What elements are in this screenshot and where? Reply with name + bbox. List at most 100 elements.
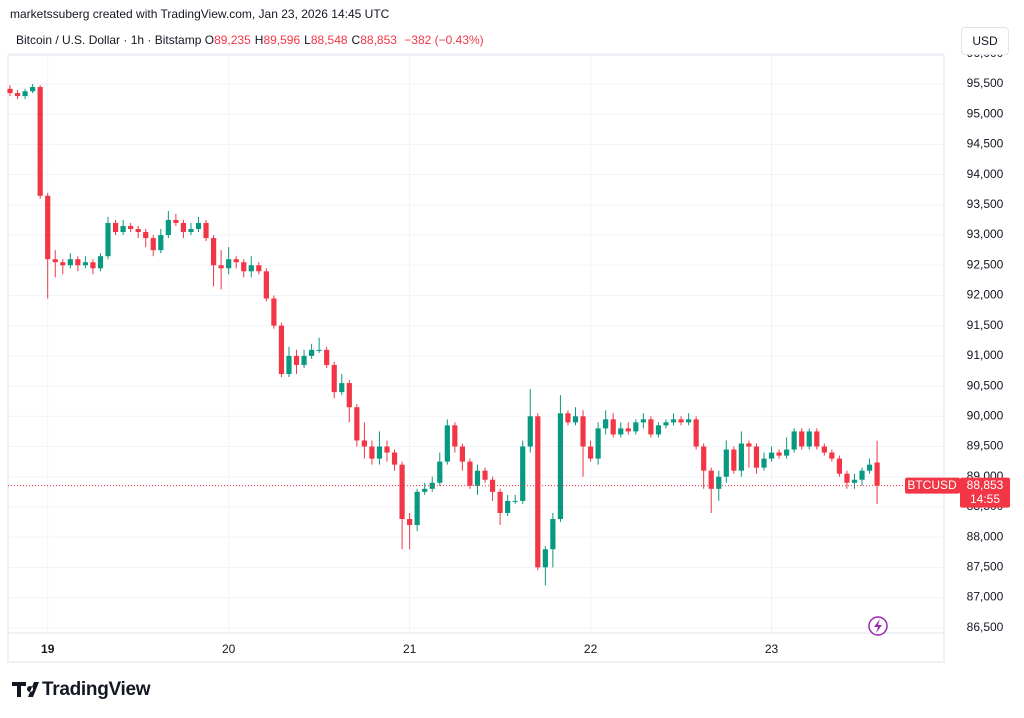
ohlc-value: 89,235	[214, 33, 251, 47]
symbol-line: Bitcoin / U.S. Dollar · 1h · Bitstamp O8…	[16, 33, 484, 47]
candle-body	[195, 222, 202, 230]
candle-body	[836, 458, 842, 474]
candle-body	[105, 222, 111, 257]
x-tick-label: 22	[584, 642, 598, 656]
ohlc-value: 88,853	[360, 33, 397, 47]
candle-body	[655, 425, 662, 435]
candle-body	[452, 425, 458, 447]
candle-body	[301, 355, 307, 365]
y-tick-label: 94,500	[967, 137, 1004, 151]
candle-body	[339, 383, 345, 393]
candle-body	[512, 500, 518, 502]
candle-body	[218, 265, 224, 269]
candle-body	[75, 259, 81, 266]
price-tag-value: 88,853	[967, 478, 1004, 492]
candle-body	[474, 470, 481, 486]
candle-body	[595, 428, 601, 459]
candle-body	[670, 419, 677, 423]
y-tick-label: 93,500	[967, 197, 1004, 211]
price-tag-bg	[960, 477, 1010, 508]
candle-body	[784, 449, 790, 456]
candle-body	[226, 259, 232, 269]
y-tick-label: 92,500	[967, 257, 1004, 271]
candle-body	[716, 476, 722, 489]
candle-body	[429, 482, 435, 489]
candle-body	[30, 87, 36, 92]
y-tick-label: 90,000	[967, 408, 1004, 422]
credit: marketssuberg created with TradingView.c…	[10, 7, 390, 21]
candle-body	[271, 298, 277, 326]
candle-body	[625, 428, 631, 432]
candle-body	[399, 464, 405, 520]
candle-body	[708, 470, 714, 489]
x-tick-label: 23	[765, 642, 779, 656]
candle-body	[648, 419, 654, 435]
ohlc-value: 88,548	[310, 33, 348, 47]
candle-body	[188, 229, 194, 233]
candle-body	[331, 364, 337, 393]
candle-body	[557, 413, 564, 520]
candle-body	[263, 271, 269, 299]
x-tick-label: 19	[41, 642, 55, 656]
candle-body	[180, 222, 187, 233]
candle-body	[384, 446, 390, 453]
price-tag-ticker: BTCUSD	[907, 478, 957, 492]
candle-body	[467, 461, 473, 486]
ohlc-key: L	[304, 33, 311, 47]
candle-body	[603, 419, 609, 429]
candle-body	[135, 229, 141, 233]
candle-body	[165, 219, 171, 236]
candle-body	[489, 479, 496, 492]
x-tick-label: 21	[403, 642, 417, 656]
ohlc-key: C	[351, 33, 361, 47]
candle-body	[278, 325, 285, 375]
candle-body	[143, 232, 149, 239]
candle-body	[505, 500, 511, 513]
y-tick-label: 88,000	[967, 529, 1004, 543]
candle-body	[723, 449, 729, 477]
candle-body	[768, 452, 775, 459]
candle-body	[407, 519, 413, 526]
candle-body	[248, 265, 254, 272]
candle-body	[210, 238, 217, 266]
candle-body	[316, 349, 322, 351]
candle-body	[799, 431, 805, 447]
candle-body	[851, 479, 858, 483]
candle-body	[324, 349, 330, 365]
candle-body	[806, 431, 812, 447]
candle-body	[369, 446, 375, 459]
candle-body	[821, 446, 827, 453]
candle-body	[112, 222, 119, 233]
candle-body	[701, 446, 707, 471]
y-tick-label: 94,000	[967, 167, 1004, 181]
candle-body	[437, 461, 443, 483]
candle-body	[844, 473, 850, 483]
alert-bolt	[874, 619, 882, 633]
candle-body	[414, 491, 420, 526]
candle-body	[527, 416, 533, 447]
y-tick-label: 89,500	[967, 439, 1004, 453]
candle-body	[22, 91, 28, 97]
y-tick-label: 91,000	[967, 348, 1004, 362]
candle-body	[37, 87, 43, 196]
candle-body	[693, 419, 699, 447]
candle-body	[97, 256, 104, 269]
currency-button[interactable]: USD	[961, 27, 1009, 55]
candle-body	[633, 422, 639, 432]
candle-body	[497, 491, 503, 513]
price-tag-countdown: 14:55	[970, 492, 1000, 506]
candle-body	[535, 416, 541, 568]
candle-body	[67, 259, 73, 266]
candle-body	[618, 428, 624, 435]
candle-body	[173, 219, 179, 223]
candle-body	[731, 449, 737, 471]
candle-body	[686, 419, 692, 423]
candle-body	[874, 462, 880, 486]
y-tick-label: 95,500	[967, 76, 1004, 90]
ohlc-value: 89,596	[263, 33, 301, 47]
candle-body	[52, 259, 58, 263]
candle-body	[158, 235, 164, 251]
